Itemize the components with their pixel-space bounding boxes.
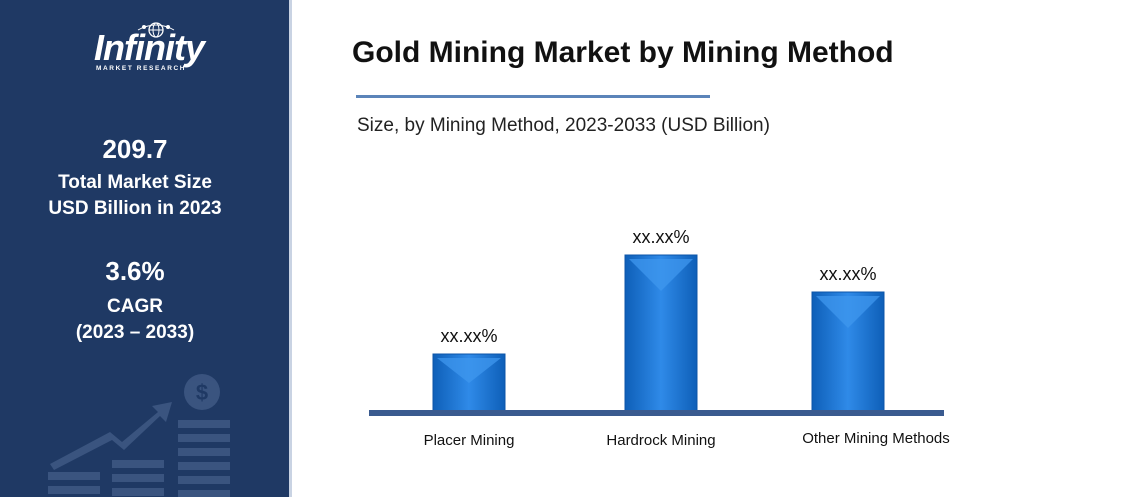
market-size-label: Total Market Size — [58, 172, 212, 193]
sidebar: Infinity MARKET RESEARCH 209.7 Total Mar… — [0, 0, 289, 497]
data-label-other-mining-methods: xx.xx% — [819, 264, 876, 284]
chart-subtitle: Size, by Mining Method, 2023-2033 (USD B… — [357, 115, 770, 136]
cagr-value: 3.6% — [105, 256, 165, 286]
bar-hardrock-mining — [624, 254, 698, 413]
chart-baseline — [369, 410, 944, 416]
cagr-period: (2023 – 2033) — [75, 322, 195, 343]
bar-highlight-hardrock-mining — [629, 259, 693, 291]
bar-highlight-placer-mining — [437, 358, 501, 383]
market-size-unit: USD Billion in 2023 — [48, 198, 222, 219]
chart-title: Gold Mining Market by Mining Method — [352, 36, 894, 69]
svg-text:$: $ — [196, 380, 208, 405]
cagr-label: CAGR — [107, 296, 163, 317]
title-underline — [356, 95, 710, 98]
data-label-placer-mining: xx.xx% — [440, 326, 497, 346]
brand-logo: Infinity MARKET RESEARCH — [88, 18, 208, 78]
tick-label-other-mining-methods: Other Mining Methods — [802, 430, 950, 447]
growth-chart-decoration-icon: $ — [48, 374, 230, 497]
logo-globe-icon — [137, 22, 175, 38]
logo-tagline: MARKET RESEARCH — [96, 65, 187, 72]
market-size-value: 209.7 — [102, 134, 168, 164]
bar-other-mining-methods — [811, 291, 885, 413]
bar-highlight-other-mining-methods — [816, 296, 880, 328]
bar-placer-mining — [432, 353, 506, 413]
sidebar-divider — [289, 0, 292, 497]
data-label-hardrock-mining: xx.xx% — [632, 227, 689, 247]
tick-label-placer-mining: Placer Mining — [424, 432, 515, 449]
logo-wordmark: Infinity — [94, 27, 205, 68]
tick-label-hardrock-mining: Hardrock Mining — [606, 432, 715, 449]
